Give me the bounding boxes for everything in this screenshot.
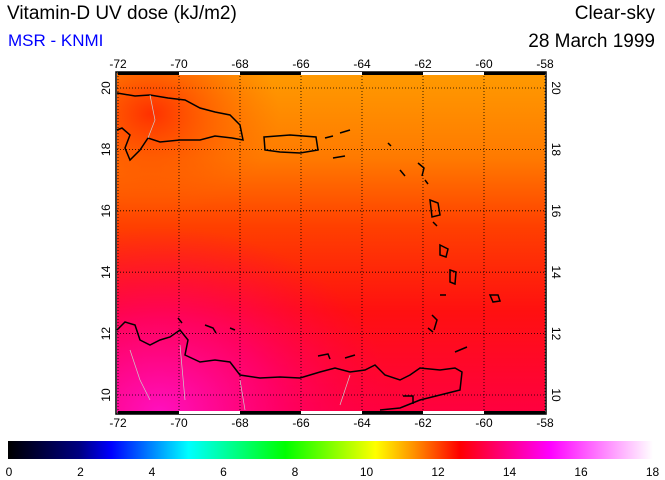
scale-bar-segment: [362, 72, 423, 75]
axis-ticks: -72 -72 -70 -70 -68 -68 -66 -66 -64 -64 -62 -62 -60 -…: [99, 57, 563, 430]
lat-tick-left: 14: [99, 265, 113, 279]
lon-tick-top: -58: [536, 57, 554, 71]
date-label: 28 March 1999: [528, 31, 655, 52]
hispaniola-coast: [116, 92, 244, 162]
lon-tick-bottom: -64: [353, 416, 371, 430]
colorbar-labels: 0 2 4 6 8 10 12 14 16 18: [6, 465, 660, 479]
colorbar-label: 4: [149, 465, 156, 479]
lon-tick-top: -64: [353, 57, 371, 71]
colorbar-label: 18: [646, 465, 660, 479]
lat-tick-right: 20: [549, 81, 563, 95]
map-title: Vitamin-D UV dose (kJ/m2): [7, 3, 237, 24]
scale-bar-segment: [240, 411, 301, 414]
lat-tick-right: 10: [549, 388, 563, 402]
colorbar-label: 10: [360, 465, 374, 479]
colorbar-label: 2: [77, 465, 84, 479]
lon-tick-bottom: -60: [475, 416, 493, 430]
lon-tick-top: -60: [475, 57, 493, 71]
scale-bar-segment: [362, 411, 423, 414]
lat-tick-left: 16: [99, 204, 113, 218]
virgin-islands: [324, 129, 351, 159]
colorbar-label: 14: [503, 465, 517, 479]
scale-bar-segment: [179, 72, 240, 75]
venezuela-coast: [116, 321, 463, 411]
lon-tick-bottom: -62: [414, 416, 432, 430]
puerto-rico-coast: [263, 134, 319, 154]
lon-tick-bottom: -58: [536, 416, 554, 430]
aruba-curacao: [177, 317, 236, 334]
scale-bars: [118, 72, 545, 414]
scale-bar-segment: [118, 411, 179, 414]
colorbar-label: 0: [6, 465, 13, 479]
colorbar-label: 6: [220, 465, 227, 479]
graticule: [117, 73, 546, 413]
lat-tick-left: 18: [99, 142, 113, 156]
colorbar-label: 16: [574, 465, 588, 479]
scale-bar-segment: [301, 72, 362, 75]
lat-tick-right: 16: [549, 204, 563, 218]
scale-bar-segment: [118, 72, 179, 75]
lon-tick-top: -62: [414, 57, 432, 71]
lon-tick-top: -70: [170, 57, 188, 71]
coastlines: [116, 92, 501, 411]
borders: [129, 94, 351, 411]
lat-tick-left: 10: [99, 388, 113, 402]
lon-tick-bottom: -70: [170, 416, 188, 430]
lat-tick-right: 18: [549, 143, 563, 157]
lon-tick-top: -68: [231, 57, 249, 71]
lon-tick-top: -66: [292, 57, 310, 71]
scale-bar-segment: [484, 411, 545, 414]
scale-bar-segment: [423, 72, 484, 75]
lon-tick-bottom: -68: [231, 416, 249, 430]
lat-tick-left: 12: [99, 327, 113, 341]
lesser-antilles: [387, 142, 501, 333]
lon-tick-top: -72: [109, 57, 127, 71]
colorbar: [8, 441, 653, 459]
scale-bar-segment: [240, 72, 301, 75]
source-label: MSR - KNMI: [8, 31, 104, 50]
scale-bar-segment: [484, 72, 545, 75]
scale-bar-segment: [301, 411, 362, 414]
colorbar-label: 8: [292, 465, 299, 479]
scale-bar-segment: [179, 411, 240, 414]
condition-label: Clear-sky: [574, 3, 655, 24]
lon-tick-bottom: -72: [109, 416, 127, 430]
lat-tick-right: 14: [549, 266, 563, 280]
lat-tick-left: 20: [99, 81, 113, 95]
scale-bar-segment: [423, 411, 484, 414]
colorbar-label: 12: [431, 465, 445, 479]
trinidad-margarita: [317, 346, 468, 404]
lat-tick-right: 12: [549, 327, 563, 341]
lon-tick-bottom: -66: [292, 416, 310, 430]
